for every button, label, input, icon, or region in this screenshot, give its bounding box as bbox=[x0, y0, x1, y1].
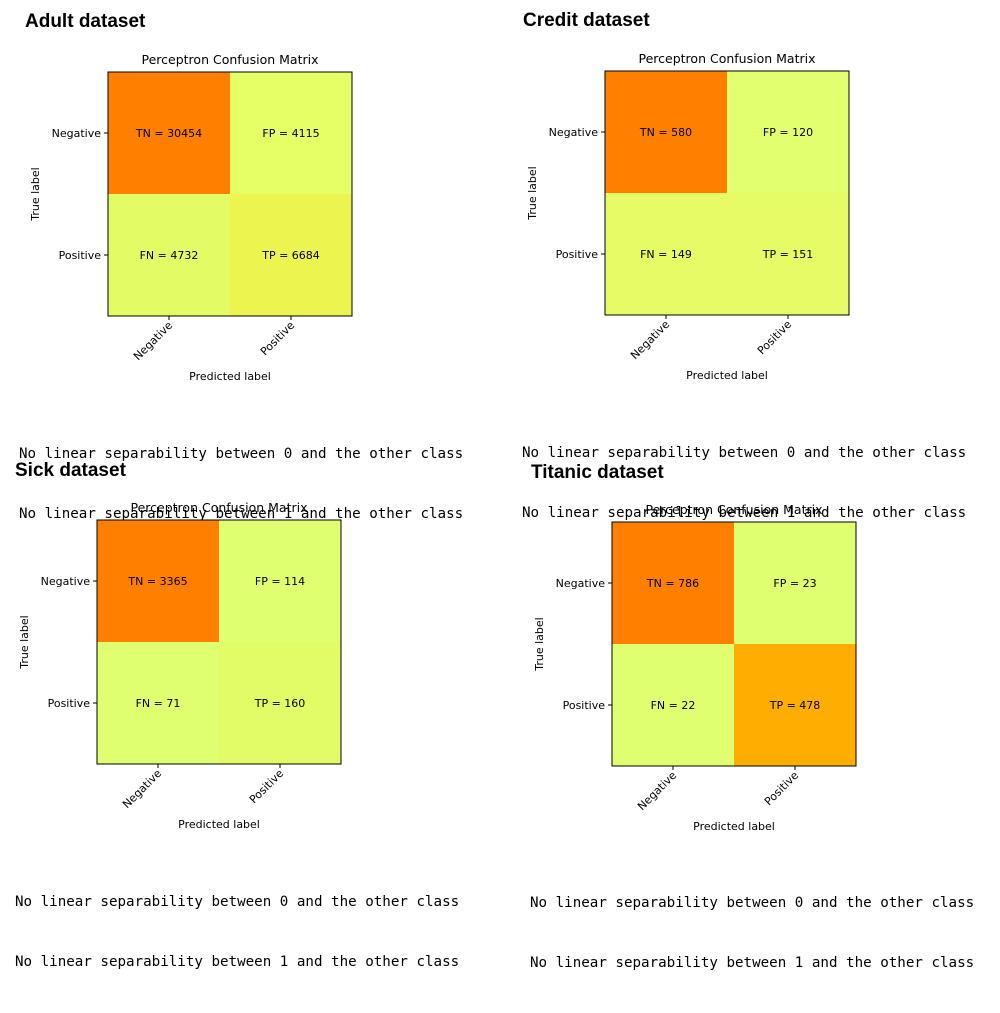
output-line: No linear separability between 0 and the… bbox=[530, 895, 975, 911]
matrix-cell-tp bbox=[219, 642, 341, 764]
plot-frame bbox=[604, 70, 850, 316]
y-tick-label: Positive bbox=[59, 249, 102, 262]
cell-label-fn: FN = 22 bbox=[651, 699, 696, 712]
panel-adult: Adult dataset TN = 30454 FP = 4115 FN = 47… bbox=[0, 0, 490, 522]
cell-label-fp: FP = 23 bbox=[773, 577, 816, 590]
dataset-title: Sick dataset bbox=[15, 460, 126, 481]
panel-titanic: Titanic dataset TN = 786 FP = 23 FN = 22 TP… bbox=[500, 450, 990, 971]
x-tick-label: Positive bbox=[755, 318, 794, 357]
matrix-cell-fp bbox=[727, 71, 849, 193]
matrix-cell-fn bbox=[612, 644, 734, 766]
matrix-cell-tp bbox=[727, 193, 849, 315]
cell-label-tp: TP = 6684 bbox=[261, 249, 320, 262]
x-tick-label: Negative bbox=[131, 319, 175, 363]
cell-label-tn: TN = 30454 bbox=[135, 127, 202, 140]
plot-frame bbox=[107, 71, 353, 317]
panel-sick: Sick dataset TN = 3365 FP = 114 FN = 71 TP … bbox=[0, 450, 490, 970]
plot-title: Perceptron Confusion Matrix bbox=[142, 52, 319, 67]
y-tick-label: Positive bbox=[48, 697, 91, 710]
output-line: No linear separability between 1 and the… bbox=[530, 955, 975, 971]
cell-label-fn: FN = 4732 bbox=[140, 249, 199, 262]
matrix-cell-fn bbox=[97, 642, 219, 764]
x-tick-label: Positive bbox=[762, 769, 801, 808]
output-line: No linear separability between 1 and the… bbox=[522, 505, 967, 521]
cell-label-tn: TN = 786 bbox=[646, 577, 699, 590]
console-output: No linear separability between 0 and the… bbox=[15, 852, 459, 1012]
cell-label-tp: TP = 160 bbox=[254, 697, 306, 710]
output-line: No linear separability between 0 and the… bbox=[19, 446, 464, 462]
console-output: No linear separability between 0 and the… bbox=[19, 404, 463, 564]
x-tick-label: Negative bbox=[628, 318, 672, 362]
matrix-cell-tn bbox=[97, 520, 219, 642]
matrix-cell-tn bbox=[605, 71, 727, 193]
panel-credit: Credit dataset TN = 580 FP = 120 FN = 149 T… bbox=[500, 0, 990, 521]
output-line: No linear separability between 0 and the… bbox=[15, 894, 460, 910]
x-tick-label: Negative bbox=[635, 769, 679, 813]
output-line: No linear separability between 0 and the… bbox=[522, 445, 967, 461]
matrix-cell-fn bbox=[108, 194, 230, 316]
x-tick-label: Positive bbox=[247, 767, 286, 806]
plot-title: Perceptron Confusion Matrix bbox=[646, 502, 823, 517]
matrix-cell-fp bbox=[230, 72, 352, 194]
cell-label-tp: TP = 151 bbox=[762, 248, 814, 261]
console-output: No linear separability between 0 and the… bbox=[522, 403, 966, 563]
x-tick-label: Positive bbox=[258, 319, 297, 358]
matrix-cell-tp bbox=[734, 644, 856, 766]
x-tick-label: Negative bbox=[120, 767, 164, 811]
console-output: No linear separability between 0 and the… bbox=[530, 853, 974, 1013]
plot-title: Perceptron Confusion Matrix bbox=[131, 500, 308, 515]
matrix-cell-tn bbox=[108, 72, 230, 194]
matrix-cell-tp bbox=[230, 194, 352, 316]
output-line: No linear separability between 1 and the… bbox=[19, 506, 464, 522]
cell-label-fp: FP = 120 bbox=[763, 126, 813, 139]
y-tick-label: Positive bbox=[563, 699, 606, 712]
cell-label-tn: TN = 580 bbox=[639, 126, 692, 139]
x-axis-label: Predicted label bbox=[686, 369, 768, 382]
y-axis-label: True label bbox=[533, 617, 546, 671]
plot-frame bbox=[96, 519, 342, 765]
x-axis-label: Predicted label bbox=[189, 370, 271, 383]
y-axis-label: True label bbox=[18, 615, 31, 669]
dataset-title: Titanic dataset bbox=[531, 462, 664, 483]
cell-label-fp: FP = 114 bbox=[255, 575, 305, 588]
dataset-title: Credit dataset bbox=[523, 10, 650, 31]
x-axis-label: Predicted label bbox=[178, 818, 260, 831]
matrix-cell-fp bbox=[219, 520, 341, 642]
cell-label-tp: TP = 478 bbox=[769, 699, 821, 712]
matrix-cell-fp bbox=[734, 522, 856, 644]
matrix-cell-tn bbox=[612, 522, 734, 644]
output-line: No linear separability between 1 and the… bbox=[15, 954, 460, 970]
cell-label-fn: FN = 71 bbox=[136, 697, 181, 710]
cell-label-fp: FP = 4115 bbox=[262, 127, 319, 140]
y-tick-label: Negative bbox=[41, 575, 91, 588]
matrix-cell-fn bbox=[605, 193, 727, 315]
confusion-matrix-plot: TN = 30454 FP = 4115 FN = 4732 TP = 6684 Per… bbox=[29, 52, 353, 383]
y-tick-label: Negative bbox=[52, 127, 102, 140]
y-axis-label: True label bbox=[526, 166, 539, 220]
plot-frame bbox=[611, 521, 857, 767]
y-axis-label: True label bbox=[29, 167, 42, 221]
cell-label-tn: TN = 3365 bbox=[127, 575, 187, 588]
confusion-matrix-plot: TN = 580 FP = 120 FN = 149 TP = 151 Perceptr… bbox=[526, 51, 850, 382]
cell-label-fn: FN = 149 bbox=[640, 248, 692, 261]
confusion-matrix-plot: TN = 3365 FP = 114 FN = 71 TP = 160 Perceptr… bbox=[18, 500, 342, 831]
confusion-matrix-plot: TN = 786 FP = 23 FN = 22 TP = 478 Perceptron… bbox=[533, 502, 857, 833]
y-tick-label: Negative bbox=[556, 577, 606, 590]
x-axis-label: Predicted label bbox=[693, 820, 775, 833]
y-tick-label: Negative bbox=[549, 126, 599, 139]
y-tick-label: Positive bbox=[556, 248, 599, 261]
plot-title: Perceptron Confusion Matrix bbox=[639, 51, 816, 66]
dataset-title: Adult dataset bbox=[25, 11, 146, 32]
